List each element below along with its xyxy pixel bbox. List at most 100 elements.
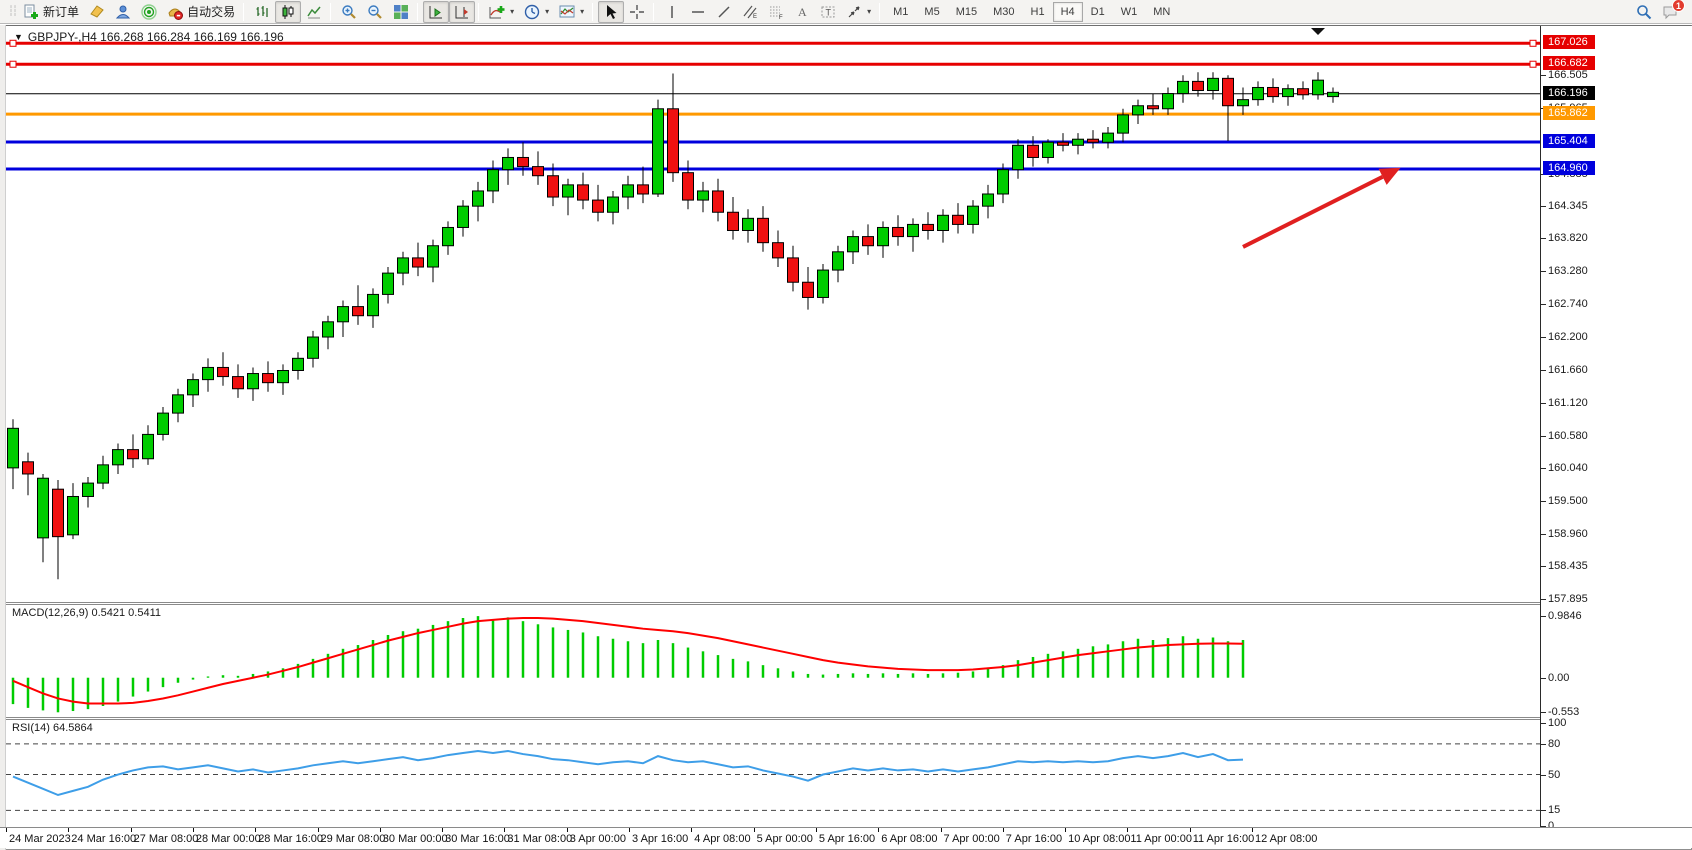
timeframe-h4-button[interactable]: H4 [1052,1,1083,22]
timeframe-mn-button[interactable]: MN [1153,5,1171,18]
level-price-badge: 165.862 [1543,106,1595,121]
community-button[interactable] [110,1,136,23]
fibonacci-tool[interactable]: F [763,1,789,23]
candle [1012,144,1024,171]
zoom-out-button[interactable] [362,1,388,23]
autotrading-button[interactable]: 自动交易 [162,1,240,23]
main-price-chart[interactable] [6,26,1540,603]
timeframe-d1-button[interactable]: D1 [1090,5,1105,18]
community-person-icon [115,4,131,20]
bar-chart-icon [254,4,270,20]
timeframe-h1-button[interactable]: H1 [1030,5,1045,18]
candle [967,205,979,225]
time-axis-label: 3 Apr 16:00 [632,833,689,845]
signals-button[interactable] [136,1,162,23]
candle [82,482,94,497]
search-icon[interactable] [1636,4,1652,20]
toolbar-separator [417,2,419,21]
candle [142,433,154,460]
candlestick-chart-button[interactable] [275,0,302,23]
panel-separator[interactable] [6,717,1540,720]
line-handle[interactable] [1529,60,1537,68]
tile-windows-icon [393,4,409,20]
toolbar-separator [653,2,655,21]
trend-arrow-head[interactable] [1378,167,1401,185]
zoom-in-button[interactable] [336,1,362,23]
panel-separator[interactable] [6,602,1540,605]
candle [172,394,184,414]
time-axis[interactable]: 24 Mar 2023 24 Mar 16:00 27 Mar 08:00 28 Ma… [0,827,1692,848]
notifications-button[interactable]: 1 [1662,0,1685,20]
high-marker-icon[interactable] [1311,28,1325,35]
candle [532,166,544,177]
cursor-tool-button[interactable] [598,0,625,23]
time-axis-label: 3 Apr 00:00 [569,833,626,845]
timeframe-m1-button[interactable]: M1 [893,5,909,18]
time-axis-label: 24 Mar 16:00 [71,833,137,845]
price-axis[interactable]: 166.505165.965164.885164.345163.820163.2… [1540,26,1692,832]
price-axis-tick: 0.9846 [1541,609,1582,622]
new-order-button[interactable]: 新订单 [18,1,84,23]
crosshair-tool-button[interactable] [624,1,650,23]
candle [217,366,229,378]
time-axis-label: 29 Mar 08:00 [320,833,386,845]
timeframe-m5-button[interactable]: M5 [924,5,940,18]
price-axis-tick: 162.740 [1541,298,1588,311]
timeframe-w1-button[interactable]: W1 [1120,5,1138,18]
equidistant-channel-tool[interactable]: E [737,1,763,23]
candle [1282,88,1294,98]
candle [1267,86,1279,98]
toolbar-separator [243,2,245,21]
tile-windows-button[interactable] [388,1,414,23]
price-axis-tick: 159.500 [1541,495,1588,508]
price-axis-tick: 100 [1540,717,1567,730]
line-chart-button[interactable] [301,1,327,23]
time-axis-tick [1127,828,1129,832]
line-handle[interactable] [1529,39,1537,47]
trendline-tool[interactable] [711,1,737,23]
zoom-in-icon [341,4,357,20]
macd-indicator-panel[interactable] [6,606,1540,717]
candle [727,211,739,232]
periods-button[interactable]: ▾ [519,1,554,23]
timeframe-m30-button[interactable]: M30 [993,5,1015,18]
trend-arrow-object[interactable] [1242,175,1384,249]
auto-scroll-button[interactable] [423,0,450,23]
chart-shift-button[interactable] [449,0,476,23]
candlestick-chart-icon [280,4,296,20]
text-tool[interactable]: A [789,1,815,23]
indicators-caret-icon: ▾ [510,7,515,16]
time-axis-tick [255,828,257,832]
rsi-indicator-panel[interactable] [6,721,1540,826]
vertical-line-tool[interactable] [659,1,685,23]
time-axis-tick [878,828,880,832]
time-axis-tick [815,828,817,832]
text-label-tool[interactable]: T [815,1,841,23]
templates-button[interactable]: ▾ [554,1,589,23]
templates-caret-icon: ▾ [580,7,585,16]
crosshair-icon [629,4,645,20]
candle [502,156,514,171]
line-handle[interactable] [9,39,17,47]
new-order-icon [23,4,39,20]
horizontal-line-tool[interactable] [685,1,711,23]
time-axis-label: 6 Apr 08:00 [881,833,938,845]
candles [7,72,1339,580]
candle [37,477,49,539]
toolbar-separator [478,2,480,21]
arrows-tool[interactable]: ▾ [841,1,876,23]
timeframe-m15-button[interactable]: M15 [955,5,978,18]
price-axis-tick: 0 [1540,819,1555,832]
autotrading-label: 自动交易 [187,5,236,19]
candle [922,223,934,232]
window-menu-icon[interactable]: ▼ [14,32,23,42]
indicators-button[interactable]: ▾ [484,1,519,23]
candle [712,190,724,213]
styler-button[interactable] [84,1,110,23]
bar-chart-button[interactable] [249,1,275,23]
svg-text:T: T [826,7,832,17]
line-handle[interactable] [9,60,17,68]
time-axis-tick [6,828,7,832]
level-price-badge: 167.026 [1543,35,1595,50]
